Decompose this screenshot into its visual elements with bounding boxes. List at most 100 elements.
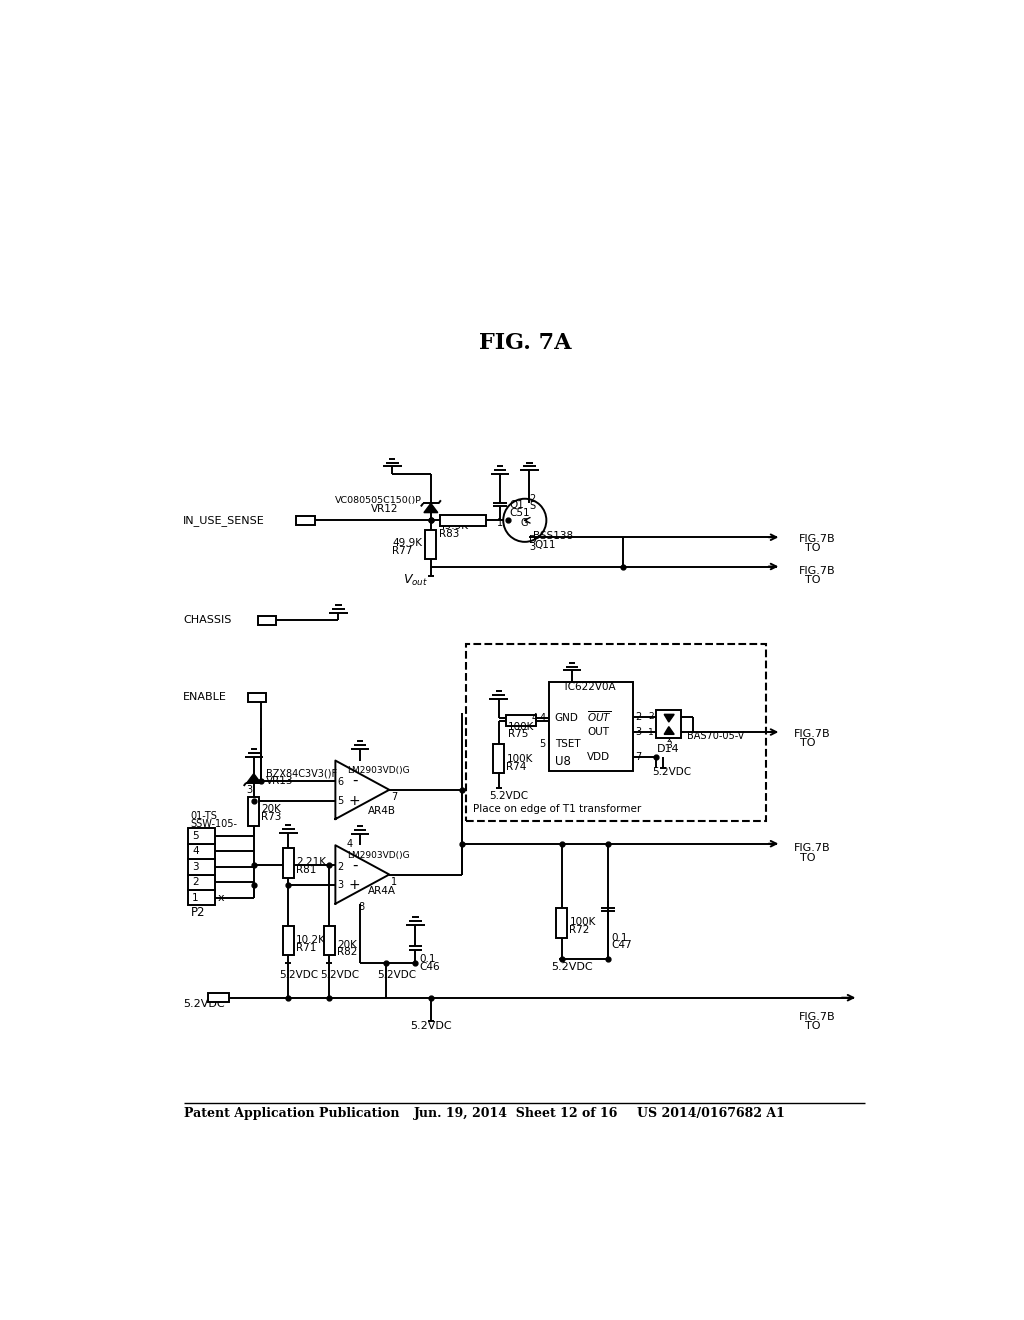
Text: R82: R82 [337, 948, 357, 957]
Text: 2: 2 [193, 878, 199, 887]
Text: 1: 1 [497, 517, 503, 528]
Text: BSS138: BSS138 [534, 531, 573, 541]
Text: FIG.7B: FIG.7B [795, 729, 830, 739]
Bar [425, 529, 436, 558]
Text: FIG. 7A: FIG. 7A [478, 333, 571, 354]
Text: 49.9K: 49.9K [392, 539, 422, 548]
Polygon shape [665, 726, 674, 734]
Text: C47: C47 [611, 940, 633, 950]
Bar [283, 927, 294, 956]
Text: 7: 7 [635, 751, 641, 762]
Bar [283, 849, 294, 878]
Bar [656, 710, 681, 738]
Text: D14: D14 [656, 744, 679, 754]
Text: 2: 2 [529, 494, 536, 504]
Bar [296, 516, 314, 525]
Bar [188, 843, 215, 859]
Text: OUT: OUT [587, 727, 609, 737]
Bar [556, 908, 567, 937]
Text: 5.2VDC: 5.2VDC [410, 1022, 452, 1031]
Text: 100K: 100K [508, 722, 535, 731]
Text: 3: 3 [337, 880, 343, 890]
Text: VR13: VR13 [266, 776, 294, 787]
Text: 5.2VDC: 5.2VDC [551, 962, 593, 972]
Text: -: - [352, 774, 357, 788]
Text: FIG.7B: FIG.7B [795, 843, 830, 853]
Text: LM2903VD()G: LM2903VD()G [347, 851, 410, 859]
Text: 3: 3 [635, 727, 641, 737]
Bar [324, 927, 335, 956]
Text: 5.2VDC: 5.2VDC [280, 970, 318, 979]
Text: BAS70-05-V: BAS70-05-V [687, 731, 744, 741]
Text: ENABLE: ENABLE [183, 693, 226, 702]
Text: SSW-105-: SSW-105- [190, 820, 238, 829]
Text: US 2014/0167682 A1: US 2014/0167682 A1 [637, 1106, 785, 1119]
Text: $\overline{OUT}$: $\overline{OUT}$ [587, 709, 612, 723]
Text: TC622V0A: TC622V0A [562, 682, 616, 693]
Text: 2: 2 [337, 862, 343, 871]
Text: R75: R75 [508, 730, 528, 739]
Text: 01-TS: 01-TS [190, 810, 217, 821]
Text: AR4B: AR4B [368, 807, 395, 816]
Text: TO: TO [805, 543, 820, 553]
Text: R73: R73 [261, 812, 282, 822]
Text: FIG.7B: FIG.7B [799, 533, 836, 544]
Text: CHASSIS: CHASSIS [183, 615, 231, 626]
Text: BZX84C3V3()F: BZX84C3V3()F [266, 768, 337, 779]
Text: 5.2VDC: 5.2VDC [652, 767, 692, 777]
Text: R71: R71 [296, 942, 316, 953]
Text: +: + [349, 793, 360, 808]
Bar [249, 797, 259, 826]
Text: R74: R74 [506, 762, 526, 772]
Text: 1: 1 [648, 727, 654, 737]
Polygon shape [665, 714, 674, 722]
Text: C51: C51 [509, 508, 530, 517]
Text: 8: 8 [358, 902, 365, 912]
Text: TO: TO [801, 738, 816, 748]
Text: R83: R83 [438, 529, 459, 539]
Text: GND: GND [555, 713, 579, 723]
Text: R81: R81 [296, 865, 316, 875]
Text: U8: U8 [555, 755, 570, 768]
Polygon shape [424, 503, 438, 512]
Text: 4: 4 [540, 713, 546, 723]
Bar [506, 715, 536, 726]
Text: Q1: Q1 [509, 500, 524, 510]
Text: $V_{out}$: $V_{out}$ [402, 573, 428, 587]
Bar [549, 682, 634, 771]
Polygon shape [247, 774, 261, 783]
Text: 5.2VDC: 5.2VDC [319, 970, 359, 979]
Text: VR12: VR12 [371, 504, 398, 513]
Text: 5.2VDC: 5.2VDC [377, 970, 416, 979]
Text: 100K: 100K [506, 754, 532, 764]
Text: TSET: TSET [555, 739, 581, 748]
Text: 3: 3 [193, 862, 199, 871]
Text: 3: 3 [666, 742, 672, 750]
Text: 5: 5 [193, 832, 199, 841]
Text: 20K: 20K [261, 804, 282, 814]
Text: D: D [529, 535, 537, 545]
Text: 3: 3 [246, 785, 252, 795]
Text: TO: TO [805, 1022, 820, 1031]
Text: 2: 2 [635, 711, 641, 722]
Text: 7: 7 [391, 792, 397, 803]
Text: C46: C46 [419, 962, 440, 972]
Text: 5: 5 [337, 796, 343, 805]
Text: 3: 3 [529, 543, 536, 552]
Bar [188, 859, 215, 875]
Text: 100K: 100K [569, 917, 596, 927]
Text: TO: TO [801, 853, 816, 862]
Text: FIG.7B: FIG.7B [799, 1012, 836, 1022]
Bar [258, 615, 276, 626]
Text: x: x [217, 892, 224, 903]
Bar [188, 875, 215, 890]
Text: 0.1: 0.1 [611, 933, 629, 942]
Text: R72: R72 [569, 925, 590, 935]
Bar [208, 993, 229, 1002]
Text: VDD: VDD [587, 751, 610, 762]
Text: -: - [352, 858, 357, 873]
Bar [248, 693, 266, 702]
Bar [188, 890, 215, 906]
Text: 1: 1 [193, 892, 199, 903]
Text: 2: 2 [648, 713, 654, 721]
